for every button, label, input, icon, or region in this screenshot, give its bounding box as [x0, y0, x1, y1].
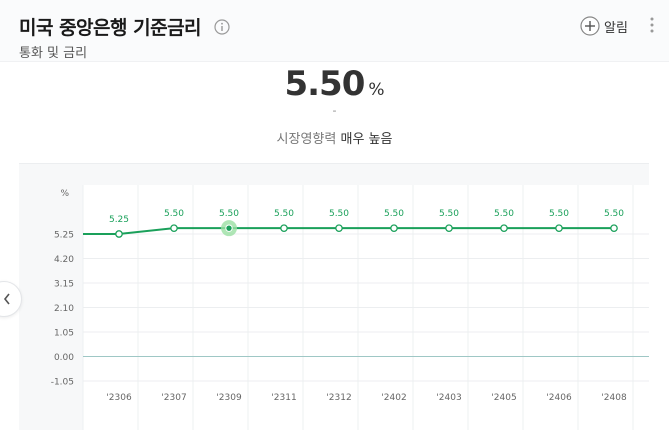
- x-tick-label: '2309: [216, 393, 242, 403]
- x-tick-label: '2408: [601, 393, 627, 403]
- x-tick-label: '2307: [161, 393, 186, 403]
- y-tick-label: 5.25: [54, 231, 74, 241]
- data-label: 5.50: [494, 209, 514, 219]
- kebab-menu-icon[interactable]: [650, 16, 654, 34]
- page-title: 미국 중앙은행 기준금리: [19, 17, 202, 39]
- y-unit-label: %: [60, 189, 69, 199]
- data-point[interactable]: [610, 224, 618, 233]
- data-point[interactable]: [390, 224, 398, 233]
- category-subtitle[interactable]: 통화 및 금리: [19, 46, 88, 61]
- data-point[interactable]: [115, 230, 123, 238]
- data-point[interactable]: [500, 224, 508, 233]
- data-point[interactable]: [170, 224, 178, 233]
- rate-line-chart[interactable]: % 5.25 4.20 3.15 2.10 1.05 0.00 -1.05 '2306 '2307…: [19, 164, 649, 431]
- data-label: 5.50: [384, 209, 404, 219]
- alert-label: 알림: [604, 20, 628, 36]
- influence-label: 시장영향력: [276, 132, 337, 147]
- x-tick-label: '2306: [106, 393, 132, 403]
- alert-button[interactable]: 알림: [580, 15, 628, 37]
- data-point[interactable]: [335, 224, 343, 233]
- data-point-selected[interactable]: [225, 224, 233, 232]
- plus-circle-icon: [580, 16, 600, 36]
- data-label: 5.50: [604, 209, 624, 219]
- current-value: 5.50%: [0, 64, 669, 104]
- info-icon[interactable]: [214, 19, 230, 35]
- data-label: 5.25: [109, 215, 129, 225]
- y-tick-label: 0.00: [54, 353, 74, 363]
- data-label: 5.50: [329, 209, 349, 219]
- x-tick-label: '2312: [326, 393, 351, 403]
- data-label: 5.50: [549, 209, 569, 219]
- card-header: 미국 중앙은행 기준금리 통화 및 금리 알림: [0, 0, 669, 62]
- data-label: 5.50: [439, 209, 459, 219]
- current-rate-value: 5.50: [284, 64, 365, 104]
- data-point[interactable]: [445, 224, 453, 233]
- y-tick-label: 2.10: [54, 304, 74, 314]
- data-label: 5.50: [164, 209, 184, 219]
- x-tick-label: '2405: [491, 393, 516, 403]
- y-tick-label: 1.05: [54, 329, 74, 339]
- data-label: 5.50: [274, 209, 294, 219]
- x-tick-label: '2402: [381, 393, 406, 403]
- current-rate-unit: %: [368, 80, 385, 100]
- market-influence: 시장영향력 매우 높음: [0, 128, 669, 147]
- rate-change: -: [332, 104, 337, 117]
- influence-level: 매우 높음: [340, 132, 393, 147]
- data-point[interactable]: [555, 224, 563, 233]
- chart-panel: % 5.25 4.20 3.15 2.10 1.05 0.00 -1.05 '2306 '2307…: [19, 163, 649, 430]
- data-label: 5.50: [219, 209, 239, 219]
- x-tick-label: '2311: [271, 393, 296, 403]
- x-tick-label: '2403: [436, 393, 461, 403]
- y-tick-label: 4.20: [54, 255, 74, 265]
- y-tick-label: -1.05: [51, 378, 74, 388]
- data-point[interactable]: [280, 224, 288, 233]
- y-tick-label: 3.15: [54, 280, 74, 290]
- x-tick-label: '2406: [546, 393, 572, 403]
- chevron-left-icon: [3, 293, 10, 305]
